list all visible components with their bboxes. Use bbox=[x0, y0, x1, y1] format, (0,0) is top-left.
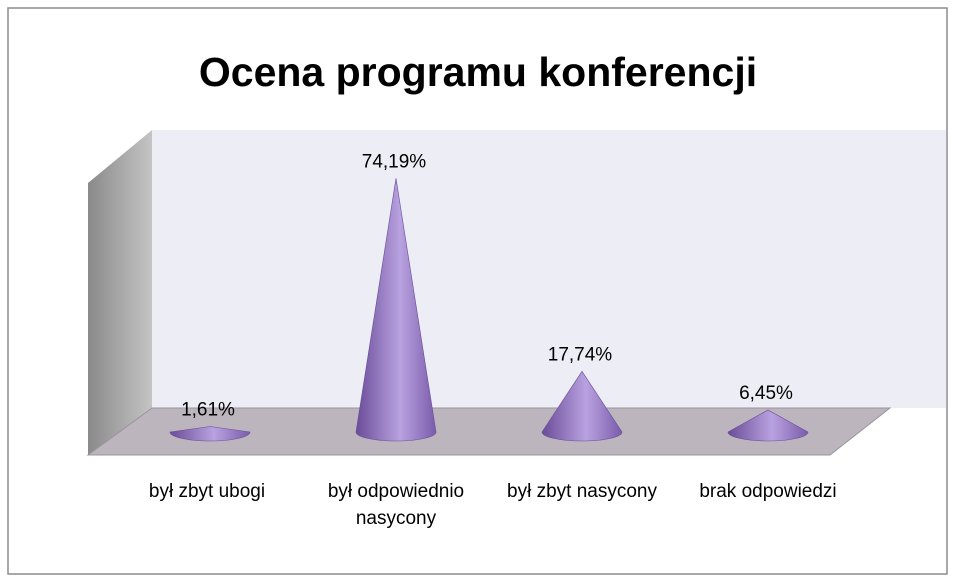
cone bbox=[541, 370, 623, 442]
x-tick-label: był zbyt ubogi bbox=[148, 481, 266, 502]
value-label: 74,19% bbox=[362, 151, 427, 172]
side-wall bbox=[88, 130, 152, 455]
x-tick-label: był zbyt nasycony bbox=[507, 481, 657, 502]
x-tick-label: brak odpowiedzi bbox=[699, 481, 837, 502]
x-tick-label: był odpowiednio nasycony bbox=[327, 481, 465, 529]
floor bbox=[86, 407, 892, 456]
cone bbox=[355, 178, 437, 442]
value-label: 1,61% bbox=[181, 400, 235, 421]
value-label: 6,45% bbox=[739, 383, 793, 404]
value-label: 17,74% bbox=[548, 344, 613, 365]
back-wall bbox=[152, 130, 946, 408]
chart-title: Ocena programu konferencji bbox=[199, 49, 757, 95]
cone bbox=[727, 409, 809, 442]
cone bbox=[169, 426, 251, 442]
